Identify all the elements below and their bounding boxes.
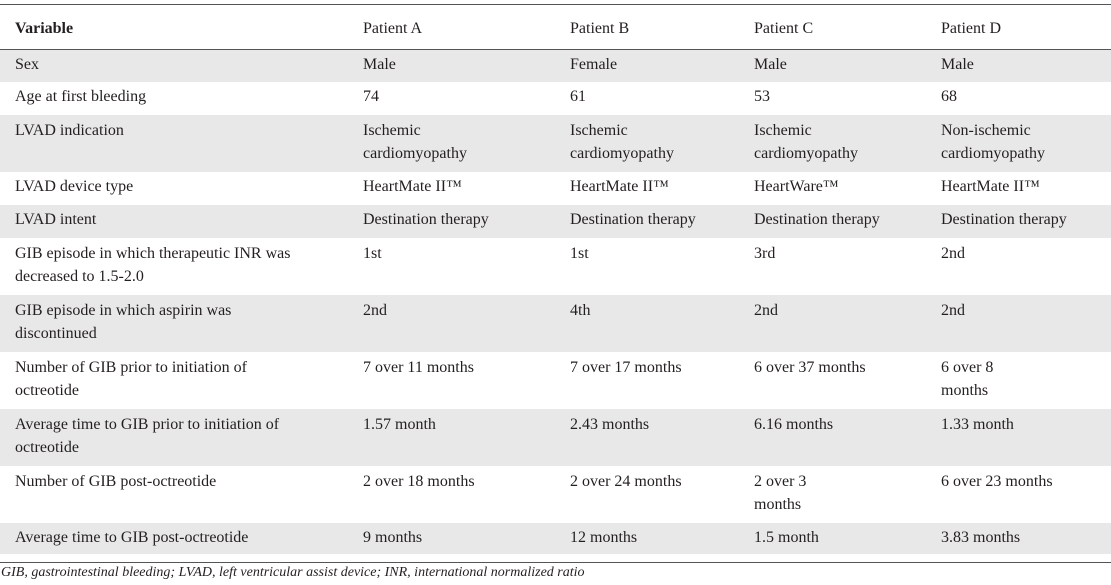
cell-patient-a: 1st — [363, 245, 382, 262]
table-row: GIB episode in which therapeutic INR was… — [0, 238, 1111, 295]
table-row: Age at first bleeding 74 61 53 68 — [0, 82, 1111, 115]
cell-variable: GIB episode in which aspirin was discont… — [0, 295, 348, 352]
cell-patient-a: 74 — [363, 88, 379, 105]
cell-patient-d: 6 over 23 months — [941, 473, 1053, 490]
header-patient-b: Patient B — [555, 10, 739, 50]
cell-variable: LVAD device type — [15, 178, 134, 195]
cell-patient-a: HeartMate II™ — [363, 178, 462, 195]
cell-patient-d: Male — [926, 49, 1111, 82]
cell-variable: Average time to GIB post-octreotide — [0, 523, 348, 554]
table-row: LVAD indication Ischemic cardiomyopathy Is… — [0, 115, 1111, 172]
cell-patient-c: 1.5 month — [739, 523, 926, 554]
cell-patient-b: Female — [555, 49, 739, 82]
table-row: Average time to GIB prior to initiation … — [0, 409, 1111, 466]
cell-patient-d: Non-ischemic cardiomyopathy — [926, 115, 1111, 172]
cell-patient-d: 2nd — [926, 295, 1111, 352]
cell-patient-c: 2nd — [739, 295, 926, 352]
cell-patient-c: 2 over 3 months — [754, 473, 807, 513]
cell-patient-a: 9 months — [348, 523, 555, 554]
table-row: LVAD device type HeartMate II™ HeartMate I… — [0, 172, 1111, 205]
table-row: LVAD intent Destination therapy Destinatio… — [0, 205, 1111, 238]
cell-variable: Age at first bleeding — [15, 88, 147, 105]
header-variable: Variable — [0, 10, 348, 50]
cell-patient-a: 1.57 month — [348, 409, 555, 466]
cell-patient-a: 2nd — [348, 295, 555, 352]
cell-patient-c: Ischemic cardiomyopathy — [739, 115, 926, 172]
cell-patient-a: 2 over 18 months — [363, 473, 475, 490]
cell-variable: Number of GIB prior to initiation of oct… — [15, 359, 247, 399]
cell-variable: GIB episode in which therapeutic INR was… — [15, 245, 291, 285]
cell-patient-b: 7 over 17 months — [570, 359, 682, 376]
cell-patient-c: 6 over 37 months — [754, 359, 866, 376]
cell-patient-b: Ischemic cardiomyopathy — [555, 115, 739, 172]
cell-patient-b: 2.43 months — [555, 409, 739, 466]
header-row: Variable Patient A Patient B Patient C P… — [0, 10, 1111, 50]
header-patient-c: Patient C — [739, 10, 926, 50]
cell-patient-b: Destination therapy — [555, 205, 739, 238]
header-patient-a: Patient A — [348, 10, 555, 50]
cell-patient-a: 7 over 11 months — [363, 359, 474, 376]
footnote: GIB, gastrointestinal bleeding; LVAD, le… — [1, 565, 585, 580]
cell-patient-b: HeartMate II™ — [570, 178, 669, 195]
table-row: Sex Male Female Male Male — [0, 49, 1111, 82]
bottom-rule — [0, 562, 1111, 563]
cell-variable: LVAD intent — [0, 205, 348, 238]
cell-patient-d: 68 — [941, 88, 957, 105]
table-row: GIB episode in which aspirin was discont… — [0, 295, 1111, 352]
cell-patient-c: 53 — [754, 88, 770, 105]
cell-patient-d: HeartMate II™ — [941, 178, 1040, 195]
cell-variable: Number of GIB post-octreotide — [15, 473, 217, 490]
header-patient-d: Patient D — [926, 10, 1111, 50]
patient-table: Variable Patient A Patient B Patient C P… — [0, 10, 1111, 554]
cell-patient-d: 6 over 8 months — [941, 359, 994, 399]
cell-patient-d: Destination therapy — [926, 205, 1111, 238]
cell-patient-b: 12 months — [555, 523, 739, 554]
table-body: Sex Male Female Male Male Age at first bleedi… — [0, 49, 1111, 554]
table-row: Number of GIB prior to initiation of oct… — [0, 352, 1111, 409]
cell-patient-b: 4th — [555, 295, 739, 352]
cell-patient-d: 1.33 month — [926, 409, 1111, 466]
cell-patient-a: Destination therapy — [348, 205, 555, 238]
cell-patient-a: Male — [348, 49, 555, 82]
top-rule — [0, 4, 1111, 5]
cell-patient-c: 3rd — [754, 245, 776, 262]
cell-patient-b: 2 over 24 months — [570, 473, 682, 490]
cell-patient-b: 1st — [570, 245, 589, 262]
table-row: Average time to GIB post-octreotide 9 mon… — [0, 523, 1111, 554]
cell-variable: Sex — [0, 49, 348, 82]
table-row: Number of GIB post-octreotide 2 over 18 m… — [0, 466, 1111, 523]
cell-patient-c: HeartWare™ — [754, 178, 839, 195]
cell-patient-a: Ischemic cardiomyopathy — [348, 115, 555, 172]
cell-patient-c: Destination therapy — [739, 205, 926, 238]
cell-patient-b: 61 — [570, 88, 586, 105]
cell-variable: LVAD indication — [0, 115, 348, 172]
cell-patient-d: 2nd — [941, 245, 965, 262]
cell-patient-c: Male — [739, 49, 926, 82]
cell-patient-c: 6.16 months — [739, 409, 926, 466]
cell-patient-d: 3.83 months — [926, 523, 1111, 554]
cell-variable: Average time to GIB prior to initiation … — [0, 409, 348, 466]
